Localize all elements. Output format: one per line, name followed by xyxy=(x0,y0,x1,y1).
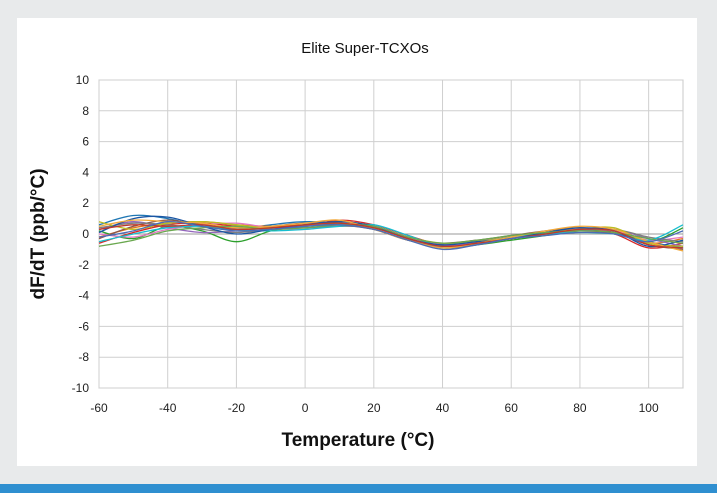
x-tick-label: -60 xyxy=(90,401,108,415)
chart-panel: Elite Super-TCXOs -60 -40 -20 0 20 40 60 80 100 … xyxy=(17,18,697,466)
y-tick-label: -10 xyxy=(72,381,90,395)
y-tick-labels: -10 -8 -6 -4 -2 0 2 4 6 8 10 xyxy=(72,73,90,395)
bottom-accent-bar xyxy=(0,484,717,493)
y-tick-label: 6 xyxy=(82,135,89,149)
series-line-15 xyxy=(98,220,684,251)
y-tick-label: -2 xyxy=(78,258,89,272)
x-tick-label: 0 xyxy=(302,401,309,415)
x-tick-label: 60 xyxy=(505,401,519,415)
y-tick-label: -6 xyxy=(78,319,89,333)
x-tick-label: 100 xyxy=(639,401,659,415)
series-line-14 xyxy=(98,222,684,249)
y-tick-label: 4 xyxy=(82,165,89,179)
temperature-drift-chart: Elite Super-TCXOs -60 -40 -20 0 20 40 60 80 100 … xyxy=(28,40,684,451)
x-tick-label: 80 xyxy=(573,401,587,415)
x-tick-label: 20 xyxy=(367,401,381,415)
y-axis-label: dF/dT (ppb/°C) xyxy=(28,168,49,299)
y-tick-label: -4 xyxy=(78,289,89,303)
series-lines xyxy=(98,214,684,252)
series-line-12 xyxy=(98,219,684,252)
x-tick-label: -40 xyxy=(159,401,177,415)
y-tick-label: 2 xyxy=(82,196,89,210)
y-tick-label: -8 xyxy=(78,350,89,364)
y-tick-label: 10 xyxy=(76,73,90,87)
y-tick-label: 8 xyxy=(82,104,89,118)
x-tick-label: -20 xyxy=(228,401,246,415)
x-tick-labels: -60 -40 -20 0 20 40 60 80 100 xyxy=(90,401,659,415)
series-line-13 xyxy=(98,223,684,247)
x-axis-label: Temperature (°C) xyxy=(282,430,435,451)
y-tick-label: 0 xyxy=(82,227,89,241)
chart-title: Elite Super-TCXOs xyxy=(301,40,429,57)
x-tick-label: 40 xyxy=(436,401,450,415)
